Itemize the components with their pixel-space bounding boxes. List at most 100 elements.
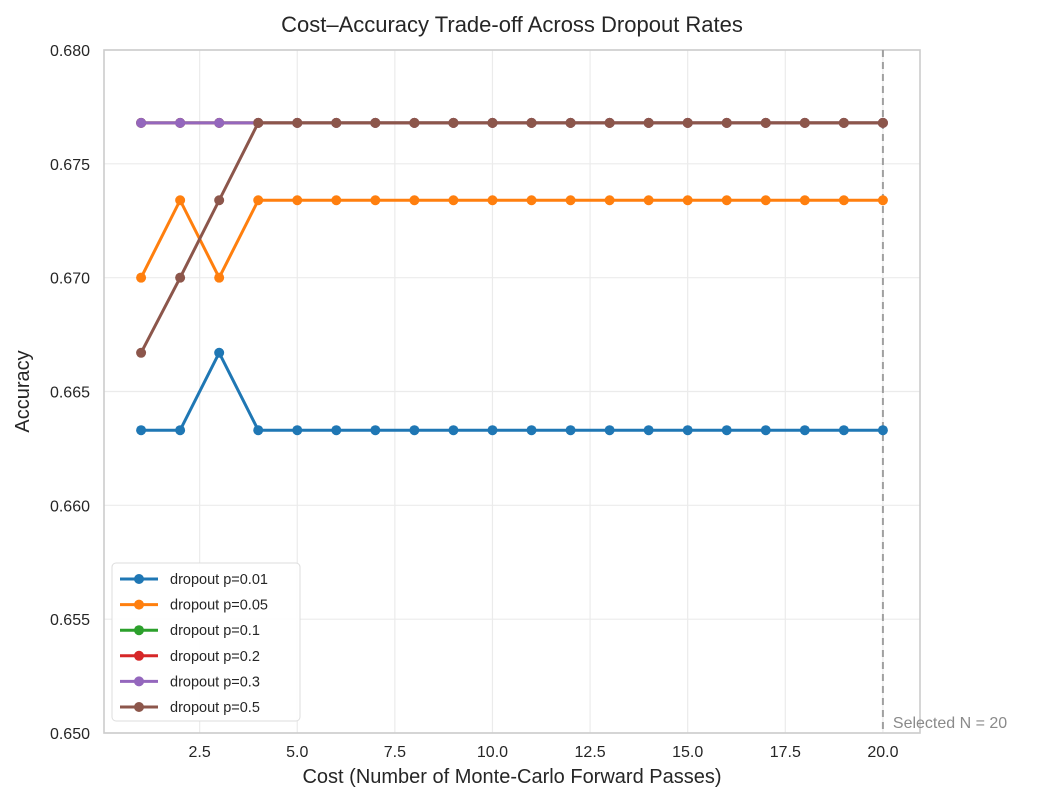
data-point	[877, 117, 888, 128]
x-tick-label: 5.0	[286, 744, 308, 761]
data-point	[136, 272, 147, 283]
data-point	[370, 117, 381, 128]
series-1	[136, 347, 888, 436]
data-point	[604, 195, 615, 206]
data-point	[643, 117, 654, 128]
data-point	[409, 195, 420, 206]
data-point	[370, 425, 381, 436]
legend-marker	[134, 599, 144, 610]
series-line	[139, 121, 883, 354]
selected-n-annotation: Selected N = 20	[893, 715, 1007, 732]
legend-label: dropout p=0.01	[170, 572, 268, 588]
data-point	[253, 117, 264, 128]
data-point	[760, 425, 771, 436]
y-tick-label: 0.655	[50, 612, 90, 629]
data-point	[682, 425, 693, 436]
data-point	[214, 195, 225, 206]
x-tick-label: 2.5	[189, 744, 211, 761]
data-point	[526, 425, 537, 436]
data-point	[136, 117, 147, 128]
legend-marker	[134, 702, 144, 712]
data-point	[292, 195, 303, 206]
data-point	[799, 117, 810, 128]
data-point	[214, 117, 225, 128]
y-tick-label: 0.650	[50, 726, 90, 743]
legend-marker	[134, 574, 144, 584]
legend: dropout p=0.01 dropout p=0.05 dropout p=0.…	[111, 562, 301, 722]
data-point	[643, 425, 654, 436]
data-point	[760, 195, 771, 206]
legend-label: dropout p=0.3	[170, 674, 260, 690]
x-tick-label: 7.5	[384, 744, 406, 761]
legend-item: dropout p=0.3	[120, 674, 260, 690]
data-point	[526, 117, 537, 128]
data-point	[487, 117, 498, 128]
data-point	[175, 425, 186, 436]
plot-area-frame	[103, 49, 921, 734]
x-tick-label: 17.5	[770, 744, 801, 761]
series-layer	[136, 117, 888, 436]
legend-item: dropout p=0.2	[120, 649, 260, 665]
chart-title: Cost–Accuracy Trade-off Across Dropout R…	[281, 12, 743, 37]
data-point	[565, 195, 576, 206]
data-point	[643, 195, 654, 206]
x-axis-label: Cost (Number of Monte-Carlo Forward Pass…	[302, 766, 721, 788]
y-tick-label: 0.680	[50, 43, 90, 60]
data-point	[721, 425, 732, 436]
series-line	[139, 198, 883, 280]
data-point	[877, 425, 888, 436]
data-point	[175, 272, 186, 283]
data-point	[799, 195, 810, 206]
data-point	[838, 195, 849, 206]
data-point	[175, 117, 186, 128]
data-point	[682, 117, 693, 128]
data-point	[760, 117, 771, 128]
data-point	[253, 195, 264, 206]
data-point	[331, 195, 342, 206]
series-line	[141, 351, 883, 432]
legend-label: dropout p=0.5	[170, 700, 260, 716]
data-point	[292, 117, 303, 128]
data-point	[721, 195, 732, 206]
data-point	[448, 425, 459, 436]
data-point	[526, 195, 537, 206]
y-axis-ticks: 0.650 0.655 0.660 0.665 0.670 0.675 0.680	[50, 43, 90, 743]
data-point	[292, 425, 303, 436]
data-point	[838, 117, 849, 128]
legend-item: dropout p=0.01	[120, 572, 268, 588]
data-point	[214, 347, 225, 358]
data-point	[331, 425, 342, 436]
data-point	[799, 425, 810, 436]
legend-marker	[134, 676, 144, 687]
x-tick-label: 20.0	[867, 744, 898, 761]
y-tick-label: 0.675	[50, 157, 90, 174]
legend-item: dropout p=0.05	[120, 598, 268, 614]
legend-label: dropout p=0.2	[170, 649, 260, 665]
data-point	[721, 117, 732, 128]
data-point	[565, 117, 576, 128]
data-point	[448, 195, 459, 206]
y-tick-label: 0.660	[50, 498, 90, 515]
data-point	[604, 425, 615, 436]
data-point	[487, 195, 498, 206]
legend-marker	[134, 625, 144, 636]
data-point	[253, 425, 264, 436]
y-axis-label: Accuracy	[12, 350, 34, 432]
y-tick-label: 0.665	[50, 385, 90, 402]
data-point	[565, 425, 576, 436]
data-point	[331, 117, 342, 128]
data-point	[409, 117, 420, 128]
x-tick-label: 15.0	[672, 744, 703, 761]
data-point	[604, 117, 615, 128]
data-point	[409, 425, 420, 436]
x-tick-label: 10.0	[477, 744, 508, 761]
legend-label: dropout p=0.05	[170, 598, 268, 614]
data-point	[370, 195, 381, 206]
legend-marker	[134, 650, 144, 661]
data-point	[877, 195, 888, 206]
data-point	[682, 195, 693, 206]
x-tick-label: 12.5	[575, 744, 606, 761]
y-tick-label: 0.670	[50, 271, 90, 288]
